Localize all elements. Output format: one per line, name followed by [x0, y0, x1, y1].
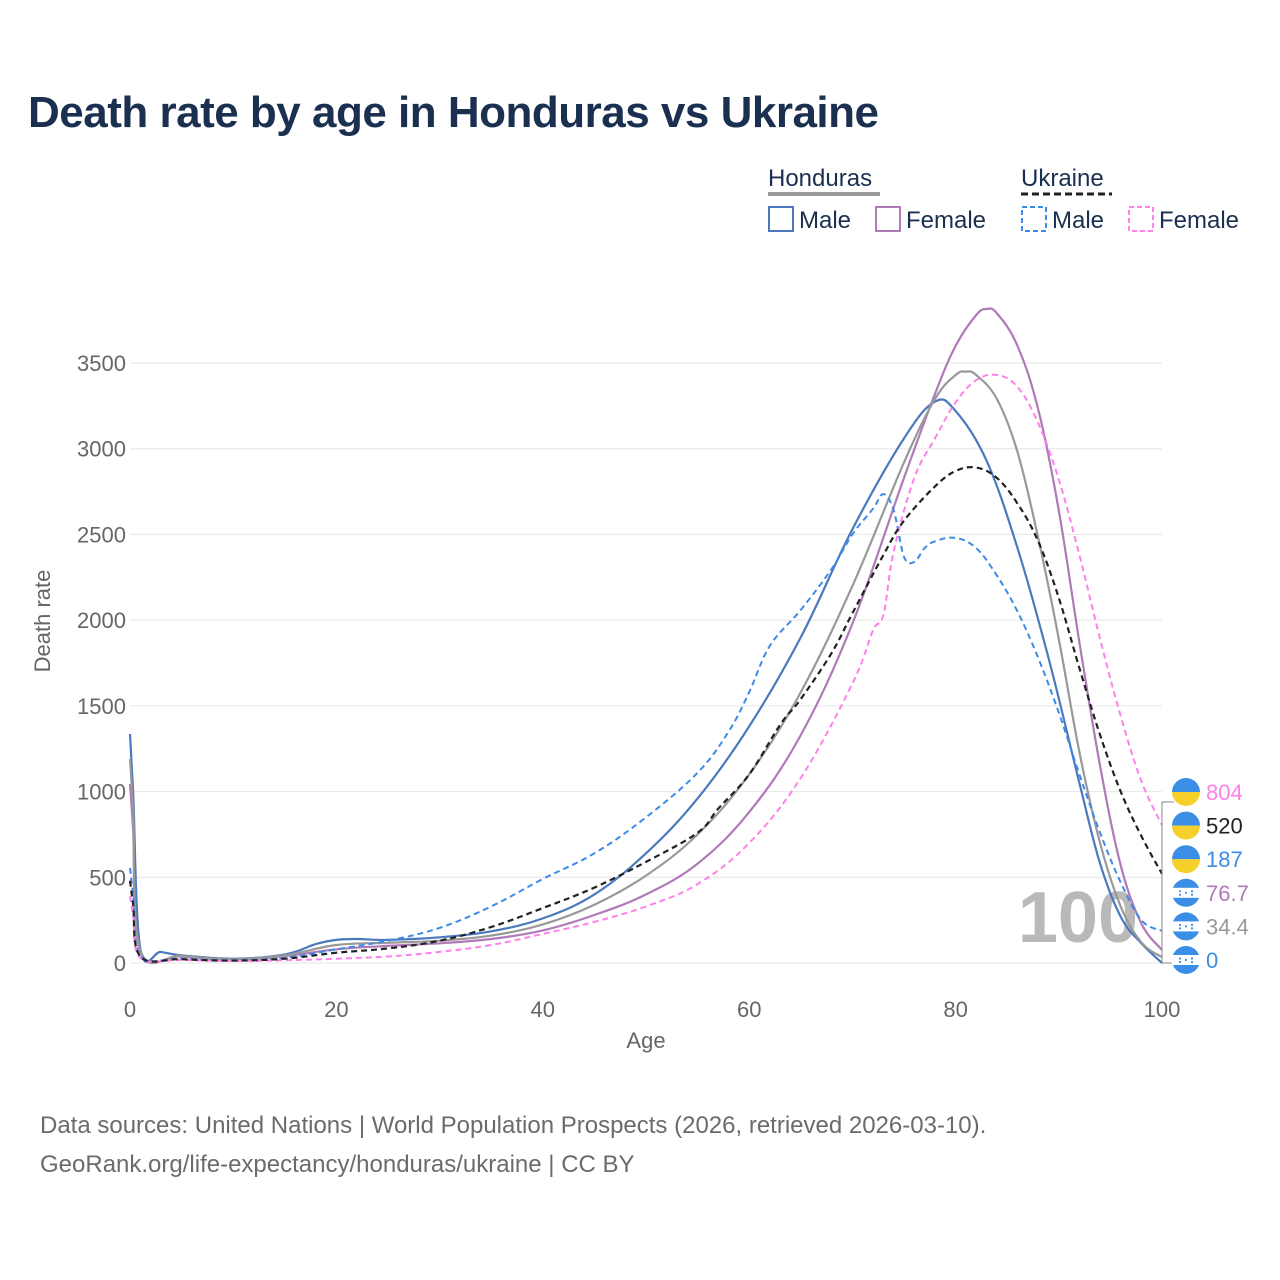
- ukraine-flag-icon: [1172, 811, 1200, 840]
- end-label-value: 76.7: [1206, 881, 1249, 906]
- y-axis-title: Death rate: [30, 570, 55, 673]
- end-label-0: 804: [1172, 778, 1243, 806]
- y-axis-ticks: 0 500 1000 1500 2000 2500 3000 3500: [77, 351, 126, 976]
- series-line-ukraine-both: [128, 466, 1163, 963]
- honduras-flag-icon: [1172, 946, 1200, 974]
- x-tick-label: 80: [943, 997, 967, 1022]
- end-label-1: 520: [1172, 811, 1243, 840]
- series-line-ukraine-male: [129, 493, 1163, 963]
- end-label-value: 520: [1206, 814, 1243, 839]
- series-line-honduras-male: [128, 398, 1163, 964]
- honduras-flag-icon: [1172, 878, 1200, 907]
- y-tick-label: 500: [89, 865, 126, 890]
- x-tick-label: 60: [737, 997, 761, 1022]
- ukraine-flag-icon: [1172, 845, 1200, 874]
- legend-group-label-ukraine: Ukraine: [1021, 165, 1104, 192]
- end-label-value: 34.4: [1206, 914, 1249, 939]
- end-label-4: 34.4: [1172, 912, 1249, 941]
- legend-group-ukraine[interactable]: Ukraine Male Female: [1021, 165, 1239, 234]
- end-label-value: 0: [1206, 948, 1218, 973]
- y-tick-label: 2000: [77, 608, 126, 633]
- end-label-value: 187: [1206, 847, 1243, 872]
- y-tick-label: 1500: [77, 694, 126, 719]
- legend-swatch-honduras-female[interactable]: [875, 206, 901, 232]
- x-axis-ticks: 0 20 40 60 80 100: [124, 997, 1180, 1022]
- end-label-connector: [1161, 801, 1174, 964]
- footer-source: Data sources: United Nations | World Pop…: [40, 1112, 987, 1139]
- series-line-ukraine-female: [129, 373, 1163, 963]
- series-lines: [128, 307, 1163, 965]
- legend-swatch-honduras-male[interactable]: [768, 206, 794, 232]
- x-tick-label: 40: [531, 997, 555, 1022]
- grid: [130, 362, 1162, 964]
- legend-item-honduras-male[interactable]: Male: [799, 207, 851, 234]
- legend-item-honduras-female[interactable]: Female: [906, 207, 986, 234]
- footer: Data sources: United Nations | World Pop…: [40, 1106, 986, 1184]
- series-line-honduras-female: [128, 307, 1163, 965]
- y-tick-label: 2500: [77, 522, 126, 547]
- honduras-flag-icon: [1172, 912, 1200, 941]
- year-watermark: 100: [1018, 878, 1138, 958]
- x-tick-label: 100: [1144, 997, 1181, 1022]
- y-tick-label: 0: [114, 951, 126, 976]
- y-tick-label: 1000: [77, 780, 126, 805]
- legend-swatch-ukraine-male[interactable]: [1021, 206, 1047, 232]
- series-line-honduras-both: [128, 370, 1163, 964]
- legend-item-ukraine-male[interactable]: Male: [1052, 207, 1104, 234]
- chart: Honduras Male Female Ukraine Male Female…: [30, 165, 1249, 1053]
- y-tick-label: 3000: [77, 437, 126, 462]
- end-labels: 804 520 187 76.7 34.4 0: [1161, 778, 1249, 974]
- end-label-3: 76.7: [1172, 878, 1249, 907]
- legend-group-honduras[interactable]: Honduras Male Female: [768, 165, 986, 234]
- legend-group-label-honduras: Honduras: [768, 165, 872, 192]
- legend-swatch-ukraine-female[interactable]: [1128, 206, 1154, 232]
- x-tick-label: 0: [124, 997, 136, 1022]
- ukraine-flag-icon: [1172, 778, 1200, 806]
- x-axis-title: Age: [626, 1028, 665, 1053]
- y-tick-label: 3500: [77, 351, 126, 376]
- end-label-5: 0: [1172, 946, 1218, 974]
- footer-link[interactable]: GeoRank.org/life-expectancy/honduras/ukr…: [40, 1151, 635, 1178]
- legend-item-ukraine-female[interactable]: Female: [1159, 207, 1239, 234]
- page-title: Death rate by age in Honduras vs Ukraine: [28, 88, 879, 137]
- end-label-2: 187: [1172, 845, 1243, 874]
- x-tick-label: 20: [324, 997, 348, 1022]
- end-label-value: 804: [1206, 780, 1243, 805]
- legend: Honduras Male Female Ukraine Male Female: [768, 165, 1239, 234]
